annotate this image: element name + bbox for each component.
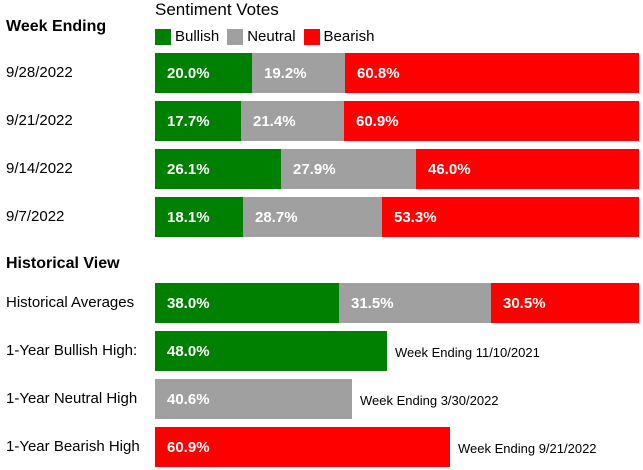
week-bar-bearish: 46.0% [416, 149, 639, 189]
legend-label-bearish: Bearish [323, 28, 375, 45]
one-year-high-bar-bearish: 60.9% [155, 427, 450, 467]
week-bar-bullish-label: 17.7% [167, 112, 210, 130]
historical-bar-bearish: 30.5% [491, 283, 639, 323]
week-bar-neutral: 21.4% [241, 101, 344, 141]
one-year-high-note: Week Ending 9/21/2022 [458, 441, 597, 456]
historical-bar-neutral-label: 31.5% [351, 294, 394, 312]
week-bar-neutral: 19.2% [252, 53, 345, 93]
chart-legend: Bullish Neutral Bearish [155, 28, 382, 45]
one-year-high-bar-bullish: 48.0% [155, 331, 387, 371]
one-year-high-note: Week Ending 3/30/2022 [360, 393, 499, 408]
week-bar-neutral-label: 19.2% [264, 64, 307, 82]
legend-item-bearish: Bearish [303, 28, 375, 45]
week-bar-bullish-label: 18.1% [167, 208, 210, 226]
week-bar-bearish-label: 60.9% [356, 112, 399, 130]
legend-swatch-bearish [303, 28, 320, 45]
legend-label-neutral: Neutral [247, 28, 296, 45]
historical-bar-bearish-label: 30.5% [503, 294, 546, 312]
one-year-high-label: 1-Year Neutral High [6, 390, 138, 407]
sentiment-votes-header: Sentiment Votes [155, 0, 279, 19]
week-bar-bearish: 53.3% [382, 197, 639, 237]
week-bar-bullish: 18.1% [155, 197, 243, 237]
week-bar-bearish-label: 60.8% [357, 64, 400, 82]
historical-bar-bullish-label: 38.0% [167, 294, 210, 312]
week-bar-neutral-label: 21.4% [253, 112, 296, 130]
week-bar-bearish: 60.9% [344, 101, 639, 141]
week-bar-bearish: 60.8% [345, 53, 639, 93]
week-row-label: 9/7/2022 [6, 208, 65, 225]
one-year-high-bar-neutral-label: 40.6% [167, 390, 210, 408]
week-row-label: 9/28/2022 [6, 64, 73, 81]
one-year-high-note: Week Ending 11/10/2021 [395, 345, 540, 360]
week-ending-header: Week Ending [6, 18, 107, 35]
week-bar-bearish-label: 53.3% [394, 208, 437, 226]
historical-bar-neutral: 31.5% [339, 283, 491, 323]
historical-view-header: Historical View [6, 255, 120, 272]
week-row-label: 9/21/2022 [6, 112, 73, 129]
week-bar-bearish-label: 46.0% [428, 160, 471, 178]
week-bar-bullish: 26.1% [155, 149, 281, 189]
week-row-label: 9/14/2022 [6, 160, 73, 177]
week-bar-bullish: 20.0% [155, 53, 252, 93]
one-year-high-bar-neutral: 40.6% [155, 379, 352, 419]
week-bar-bullish-label: 20.0% [167, 64, 210, 82]
legend-swatch-neutral [227, 28, 244, 45]
week-bar-neutral: 27.9% [281, 149, 416, 189]
week-bar-neutral: 28.7% [243, 197, 382, 237]
week-bar-neutral-label: 27.9% [293, 160, 336, 178]
legend-item-bullish: Bullish [155, 28, 219, 45]
one-year-high-label: 1-Year Bearish High [6, 438, 140, 455]
legend-item-neutral: Neutral [227, 28, 296, 45]
week-bar-bullish-label: 26.1% [167, 160, 210, 178]
one-year-high-bar-bullish-label: 48.0% [167, 342, 210, 360]
week-bar-bullish: 17.7% [155, 101, 241, 141]
week-bar-neutral-label: 28.7% [255, 208, 298, 226]
historical-average-label: Historical Averages [6, 294, 135, 311]
one-year-high-label: 1-Year Bullish High: [6, 342, 138, 359]
one-year-high-bar-bearish-label: 60.9% [167, 438, 210, 456]
legend-swatch-bullish [155, 28, 171, 45]
historical-bar-bullish: 38.0% [155, 283, 339, 323]
legend-label-bullish: Bullish [175, 28, 220, 45]
